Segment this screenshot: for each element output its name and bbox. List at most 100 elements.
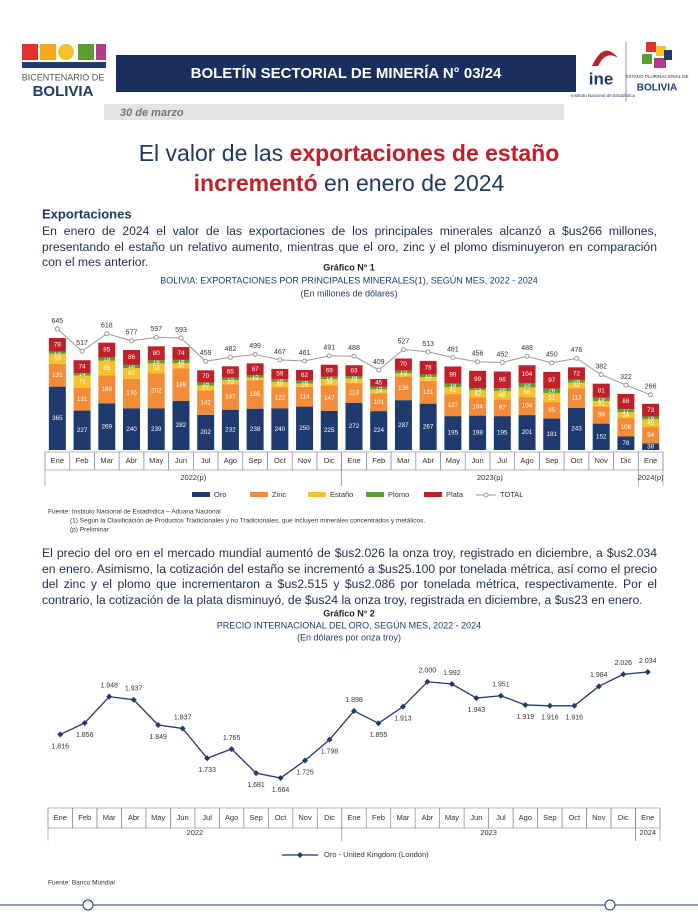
total-marker: [252, 351, 258, 357]
data-label: 1.984: [590, 672, 608, 679]
data-label: 27: [202, 385, 210, 392]
bar-segment: [221, 384, 239, 410]
headline: El valor de las exportaciones de estaño …: [0, 138, 698, 198]
data-label: 1.664: [272, 787, 290, 794]
bar-segment: [221, 366, 239, 378]
data-label: 18: [202, 381, 210, 388]
bar-segment: [271, 408, 289, 450]
chart-title: BOLIVIA: EXPORTACIONES POR PRINCIPALES M…: [160, 275, 538, 285]
bar-segment: [221, 377, 239, 381]
bar-segment: [642, 403, 660, 417]
data-label: 2.000: [419, 668, 437, 675]
bar-segment: [48, 363, 66, 387]
x-tick-label: May: [445, 813, 459, 822]
bar-segment: [370, 393, 388, 412]
total-marker: [227, 354, 233, 360]
total-label: 452: [496, 351, 508, 358]
legend-label: TOTAL: [500, 490, 523, 499]
data-label: 227: [77, 427, 88, 434]
bar-segment: [147, 346, 165, 361]
data-label: 63: [350, 367, 358, 374]
source-note: Fuente: Instituto Nacional de Estadístic…: [48, 509, 221, 516]
x-tick-label: Jul: [498, 456, 508, 465]
total-marker: [376, 367, 382, 373]
bar-segment: [345, 378, 363, 384]
data-label: 147: [324, 395, 335, 402]
data-label: 106: [621, 424, 632, 431]
price-marker: [277, 775, 284, 781]
year-label: 2023(p): [477, 473, 503, 482]
bar-segment: [592, 423, 610, 450]
bar-segment: [469, 388, 487, 391]
data-label: 1.919: [517, 714, 535, 721]
section-title: Exportaciones: [42, 206, 132, 221]
price-marker: [204, 755, 211, 762]
price-marker: [620, 671, 627, 678]
price-line: [59, 671, 648, 779]
data-label: 147: [225, 394, 236, 401]
paragraph: En enero de 2024 el valor de las exporta…: [42, 224, 657, 269]
x-tick-label: May: [151, 813, 165, 822]
price-marker: [130, 696, 137, 703]
bar-segment: [296, 380, 314, 384]
x-tick-label: Jun: [470, 813, 482, 822]
data-label: 73: [647, 407, 655, 414]
logo-text: ESTADO PLURINACIONAL DE: [625, 74, 688, 79]
data-label: 19: [449, 382, 457, 389]
header-title: BOLETÍN SECTORIAL DE MINERÍA N° 03/24: [191, 65, 502, 82]
data-label: 58: [54, 356, 62, 363]
bar-segment: [147, 363, 165, 374]
data-label: 19: [301, 382, 309, 389]
data-label: 62: [128, 370, 136, 377]
bar-segment: [493, 388, 511, 391]
paragraph: El precio del oro en el mercado mundial …: [42, 546, 657, 607]
data-label: 48: [499, 392, 507, 399]
chart-title: PRECIO INTERNACIONAL DEL ORO, SEGÚN MES,…: [217, 620, 481, 630]
bar-segment: [617, 412, 635, 419]
bar-segment: [444, 386, 462, 395]
year-label: 2023: [480, 828, 497, 837]
data-label: 1.765: [223, 735, 241, 742]
total-label: 322: [620, 374, 632, 381]
bar-segment: [394, 376, 412, 401]
total-marker: [277, 357, 283, 363]
total-marker: [178, 335, 184, 341]
bar-segment: [296, 406, 314, 450]
bar-segment: [271, 368, 289, 380]
bar-segment: [493, 416, 511, 450]
data-label: 94: [647, 432, 655, 439]
data-label: 80: [153, 350, 161, 357]
bar-segment: [493, 399, 511, 417]
bar-segment: [543, 393, 561, 403]
data-label: 272: [349, 423, 360, 430]
legend-label: Oro - United Kingdom (London): [324, 850, 429, 859]
x-tick-label: Ene: [347, 456, 360, 465]
data-label: 13: [54, 349, 62, 356]
bar-segment: [123, 368, 141, 379]
x-tick-label: Ene: [644, 456, 657, 465]
price-marker: [326, 736, 333, 743]
x-tick-label: Ago: [520, 456, 533, 465]
bar-segment: [98, 342, 116, 358]
bar-segment: [345, 402, 363, 450]
data-label: 170: [126, 390, 137, 397]
total-marker: [351, 353, 357, 359]
data-label: 181: [547, 431, 558, 438]
bar-segment: [172, 363, 190, 369]
date-strip: [104, 104, 564, 120]
bar-segment: [320, 379, 338, 386]
price-marker: [81, 719, 88, 726]
bar-segment: [493, 371, 511, 389]
data-label: 97: [499, 404, 507, 411]
x-tick-label: Mar: [100, 456, 113, 465]
bar-segment: [518, 365, 536, 384]
x-tick-label: Ene: [51, 456, 64, 465]
data-label: 88: [622, 398, 630, 405]
bar-segment: [73, 373, 91, 376]
data-label: 1.916: [541, 715, 559, 722]
bar-segment: [518, 415, 536, 450]
total-marker: [648, 392, 654, 398]
bar-segment: [617, 393, 635, 410]
x-tick-label: Feb: [372, 813, 385, 822]
bar-segment: [246, 363, 264, 375]
